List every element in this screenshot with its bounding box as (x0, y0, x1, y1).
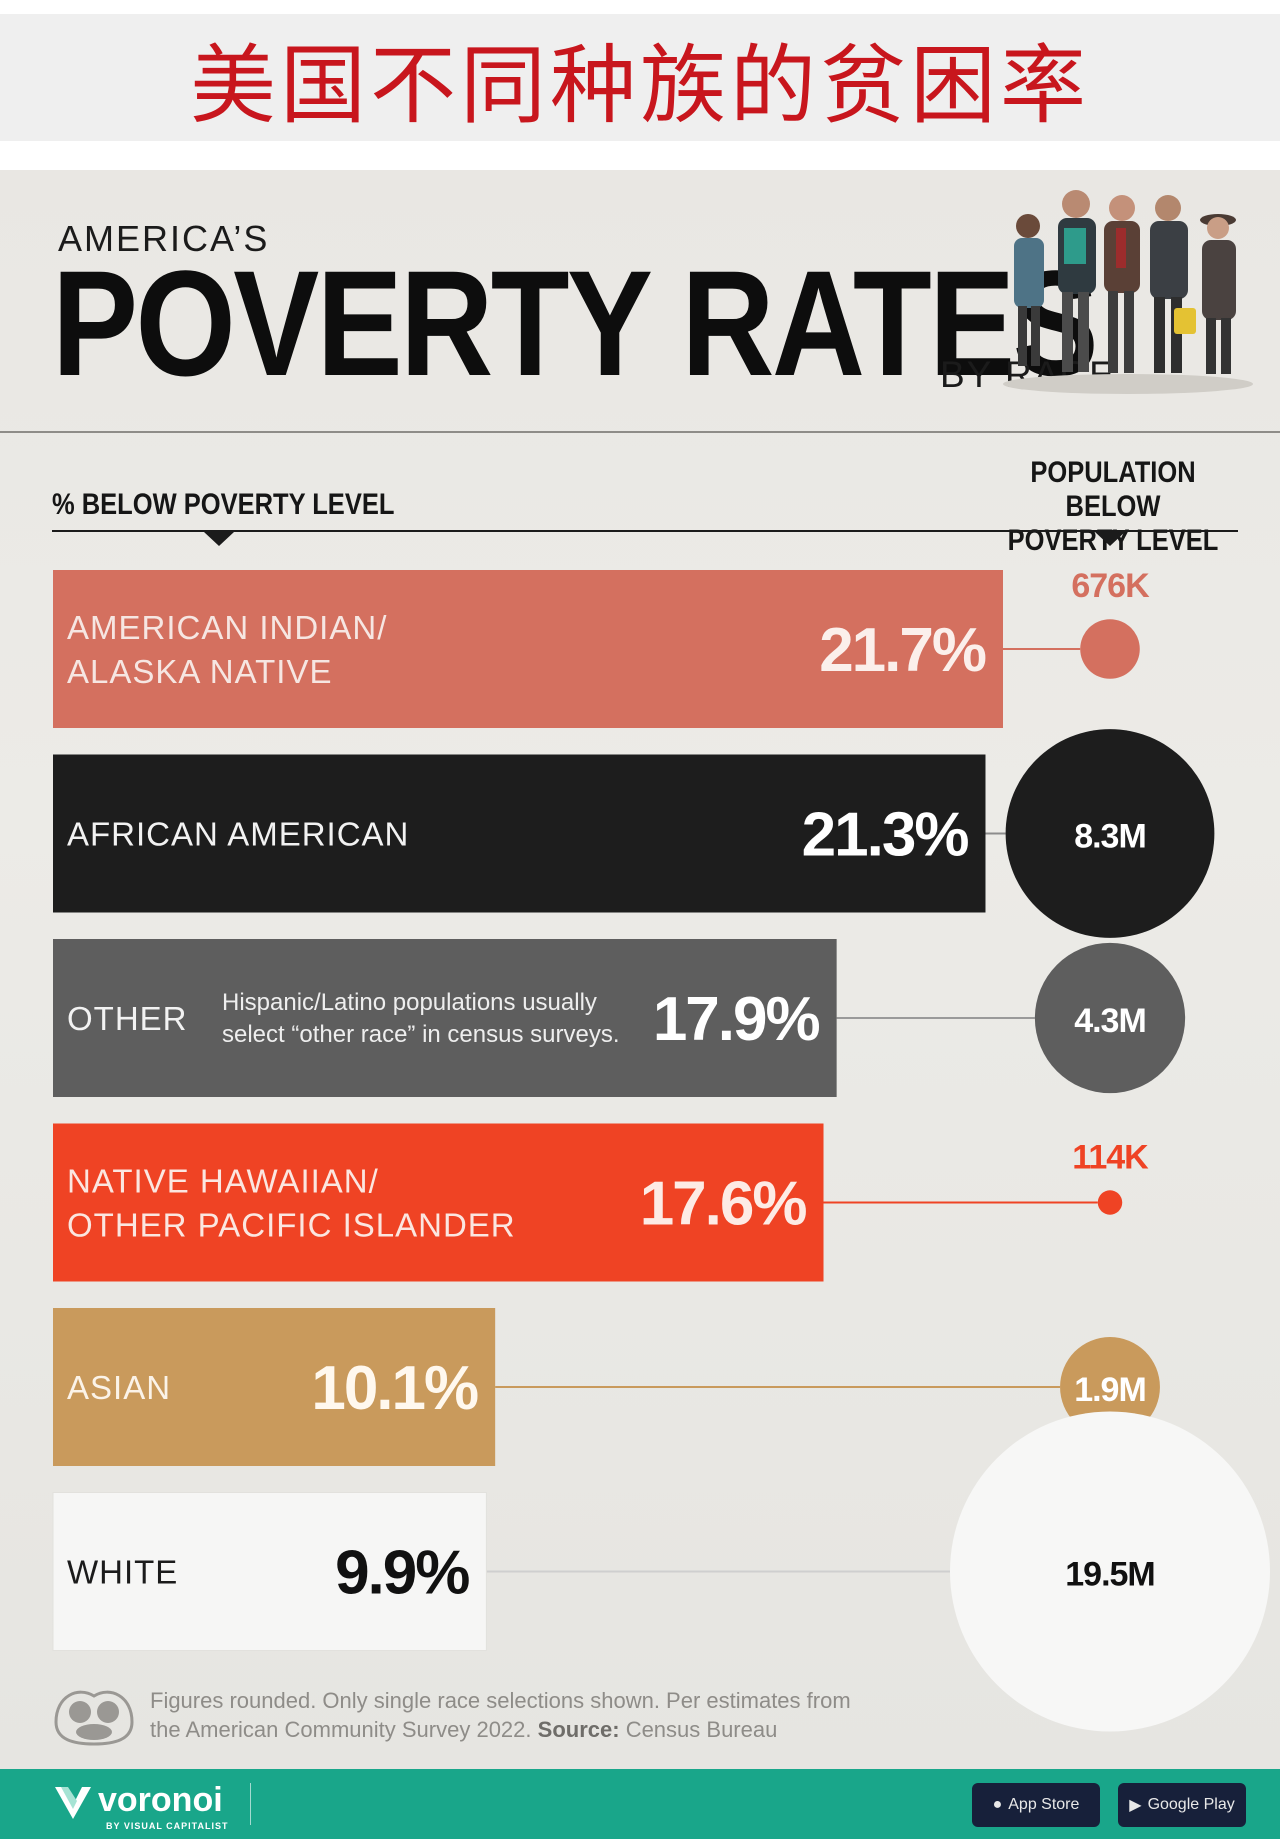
population-label: 114K (1072, 1138, 1149, 1176)
population-circle (950, 1411, 1270, 1732)
category-label: OTHER (67, 1000, 188, 1037)
google-play-button[interactable]: ▶ Google Play (1118, 1783, 1246, 1827)
population-circle (1005, 729, 1215, 938)
value-label: 21.7% (819, 616, 986, 685)
person-4 (1150, 195, 1196, 373)
population-circle (1034, 942, 1186, 1094)
footer-divider (250, 1783, 251, 1825)
left-axis-label: % BELOW POVERTY LEVEL (52, 488, 395, 521)
source-value: Census Bureau (625, 1717, 778, 1742)
category-label-line: ALASKA NATIVE (67, 653, 333, 690)
population-label: 676K (1071, 567, 1150, 605)
value-label: 21.3% (802, 801, 969, 870)
annotation-text: Hispanic/Latino populations usually selec… (222, 989, 620, 1048)
axis-divider (52, 530, 1238, 532)
population-label: 19.5M (1065, 1556, 1155, 1594)
value-label: 9.9% (335, 1539, 469, 1608)
person-1 (1014, 214, 1044, 366)
person-5 (1200, 214, 1236, 374)
population-circle (1097, 1190, 1123, 1215)
bar-other (53, 939, 837, 1097)
category-label: WHITE (67, 1554, 178, 1591)
google-play-label: Google Play (1147, 1796, 1235, 1813)
bar-white (52, 1492, 487, 1651)
population-label: 4.3M (1074, 1002, 1146, 1040)
person-3 (1104, 195, 1140, 373)
left-axis-caret (204, 532, 234, 546)
category-label: AMERICAN INDIAN/ALASKA NATIVE (67, 609, 387, 690)
bar-asian (53, 1308, 496, 1466)
header-divider (0, 431, 1280, 433)
category-label-line: OTHER (67, 1000, 188, 1037)
owl-logo-icon (54, 1690, 134, 1746)
banner: 美国不同种族的贫困率 (0, 14, 1280, 141)
play-icon: ▶ (1129, 1797, 1142, 1814)
bar-chart: AMERICAN INDIAN/ALASKA NATIVE 21.7% AFRICA… (52, 567, 1270, 1732)
category-label: ASIAN (67, 1369, 171, 1406)
people-illustration (1003, 190, 1253, 394)
category-label-line: WHITE (67, 1554, 178, 1591)
category-label-line: ASIAN (67, 1369, 171, 1406)
annotation-line: Hispanic/Latino populations usually (222, 989, 597, 1016)
category-label: NATIVE HAWAIIAN/OTHER PACIFIC ISLANDER (67, 1163, 516, 1244)
value-label: 17.9% (653, 985, 820, 1054)
apple-icon: ● (992, 1796, 1003, 1813)
annotation-line: select “other race” in census surveys. (222, 1021, 620, 1048)
population-circle (1080, 619, 1140, 679)
category-label-line: AFRICAN AMERICAN (67, 816, 409, 853)
source-label: Source: (537, 1717, 620, 1742)
category-label-line: OTHER PACIFIC ISLANDER (67, 1207, 516, 1244)
banner-title: 美国不同种族的贫困率 (190, 36, 1090, 136)
brand-subtitle: BY VISUAL CAPITALIST (106, 1821, 229, 1831)
footnote-line1: Figures rounded. Only single race select… (150, 1688, 851, 1713)
app-store-button[interactable]: ● App Store (972, 1783, 1100, 1827)
main-title: POVERTY RATES (52, 239, 1099, 407)
right-axis-label-line1: POPULATION BELOW (1030, 456, 1196, 523)
bar-american_indian (53, 570, 1003, 728)
app-store-label: App Store (1008, 1796, 1080, 1813)
supertitle: AMERICA’S (58, 218, 270, 259)
infographic: AMERICA’S POVERTY RATES BY RACE (0, 170, 1280, 1769)
right-axis-caret (1095, 532, 1125, 546)
footer-bar: voronoi BY VISUAL CAPITALIST ● App Store… (0, 1769, 1280, 1839)
population-label: 1.9M (1074, 1371, 1146, 1409)
bar-layer: AMERICAN INDIAN/ALASKA NATIVE 21.7% AFRICA… (52, 570, 1003, 1651)
value-label: 10.1% (311, 1354, 478, 1423)
person-2 (1058, 190, 1096, 372)
bar-african_american (53, 754, 986, 913)
footnote-survey: the American Community Survey 2022. (150, 1717, 532, 1742)
category-label: AFRICAN AMERICAN (67, 816, 409, 853)
category-label-line: NATIVE HAWAIIAN/ (67, 1163, 379, 1200)
category-label-line: AMERICAN INDIAN/ (67, 609, 387, 646)
brand-name: voronoi (98, 1781, 223, 1819)
voronoi-logo-icon (55, 1787, 91, 1819)
footnote-line2: the American Community Survey 2022. Sour… (150, 1715, 950, 1744)
footnote: Figures rounded. Only single race select… (150, 1686, 950, 1744)
population-label: 8.3M (1074, 818, 1146, 856)
connector-layer (486, 648, 1098, 1573)
population-circle (1060, 1337, 1160, 1437)
value-label: 17.6% (640, 1170, 807, 1239)
bar-native_hawaiian (53, 1123, 824, 1282)
population-layer: 676K 8.3M 4.3M 114K 1.9M 19.5M (950, 567, 1270, 1732)
